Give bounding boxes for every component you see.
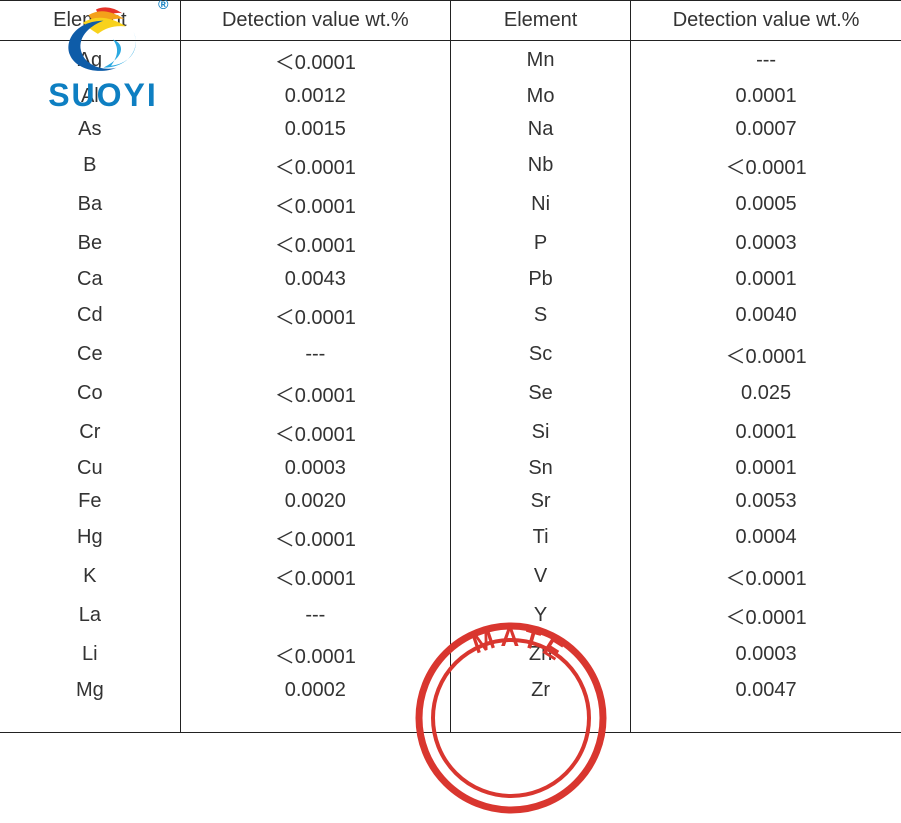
element-cell: Zr [450,674,630,733]
table-row: Li＜0.0001Zn0.0003 [0,635,901,674]
value-cell: ＜0.0001 [180,146,450,185]
detection-table: Element Detection value wt.% Element Det… [0,0,901,733]
element-cell: Sc [450,335,630,374]
value-cell: 0.0047 [631,674,901,733]
element-cell: Ni [450,185,630,224]
value-cell: ＜0.0001 [180,41,450,81]
header-value-2: Detection value wt.% [631,1,901,41]
element-cell: Cu [0,452,180,485]
table-row: La---Y＜0.0001 [0,596,901,635]
value-cell: 0.0015 [180,113,450,146]
element-cell: La [0,596,180,635]
element-cell: As [0,113,180,146]
element-cell: V [450,557,630,596]
table-row: Fe0.0020Sr0.0053 [0,485,901,518]
element-cell: Ca [0,263,180,296]
element-cell: Zn [450,635,630,674]
value-cell: --- [180,335,450,374]
value-cell: 0.0003 [631,224,901,263]
value-cell: ＜0.0001 [631,596,901,635]
element-cell: Nb [450,146,630,185]
value-cell: ＜0.0001 [631,146,901,185]
table-row: Al0.0012Mo0.0001 [0,80,901,113]
element-cell: Cd [0,296,180,335]
table-row: Hg＜0.0001Ti0.0004 [0,518,901,557]
element-cell: P [450,224,630,263]
element-cell: Mg [0,674,180,733]
value-cell: 0.0003 [631,635,901,674]
value-cell: 0.0012 [180,80,450,113]
value-cell: 0.0001 [631,413,901,452]
element-cell: Ba [0,185,180,224]
element-cell: Na [450,113,630,146]
element-cell: Ce [0,335,180,374]
value-cell: ＜0.0001 [180,557,450,596]
value-cell: 0.0020 [180,485,450,518]
element-cell: B [0,146,180,185]
value-cell: ＜0.0001 [180,185,450,224]
value-cell: ＜0.0001 [180,413,450,452]
element-cell: Sn [450,452,630,485]
value-cell: 0.0003 [180,452,450,485]
table-row: Ag＜0.0001Mn--- [0,41,901,81]
table-row: Ba＜0.0001Ni0.0005 [0,185,901,224]
value-cell: ＜0.0001 [180,374,450,413]
element-cell: K [0,557,180,596]
element-cell: Al [0,80,180,113]
value-cell: 0.0004 [631,518,901,557]
value-cell: 0.0043 [180,263,450,296]
element-cell: Sr [450,485,630,518]
value-cell: 0.0001 [631,452,901,485]
element-cell: Be [0,224,180,263]
table-row: Mg0.0002Zr0.0047 [0,674,901,733]
value-cell: --- [180,596,450,635]
value-cell: ＜0.0001 [180,296,450,335]
table-row: Ca0.0043Pb0.0001 [0,263,901,296]
header-element-1: Element [0,1,180,41]
element-cell: Li [0,635,180,674]
table-row: Cu0.0003Sn0.0001 [0,452,901,485]
element-cell: S [450,296,630,335]
table-row: As0.0015Na0.0007 [0,113,901,146]
table-header-row: Element Detection value wt.% Element Det… [0,1,901,41]
header-element-2: Element [450,1,630,41]
element-cell: Si [450,413,630,452]
value-cell: 0.0005 [631,185,901,224]
table-row: Be＜0.0001P0.0003 [0,224,901,263]
header-value-1: Detection value wt.% [180,1,450,41]
table-row: Cd＜0.0001S0.0040 [0,296,901,335]
value-cell: 0.0040 [631,296,901,335]
element-cell: Cr [0,413,180,452]
value-cell: ＜0.0001 [180,635,450,674]
value-cell: ＜0.0001 [631,557,901,596]
element-cell: Se [450,374,630,413]
detection-table-container: ® SUOYI Element Detection value wt.% Ele… [0,0,901,733]
table-row: B＜0.0001Nb＜0.0001 [0,146,901,185]
element-cell: Ag [0,41,180,81]
value-cell: 0.0001 [631,80,901,113]
value-cell: --- [631,41,901,81]
table-row: Cr＜0.0001Si0.0001 [0,413,901,452]
value-cell: 0.0001 [631,263,901,296]
value-cell: 0.025 [631,374,901,413]
value-cell: ＜0.0001 [180,518,450,557]
element-cell: Co [0,374,180,413]
table-row: K＜0.0001V＜0.0001 [0,557,901,596]
value-cell: 0.0007 [631,113,901,146]
element-cell: Hg [0,518,180,557]
value-cell: 0.0002 [180,674,450,733]
table-row: Ce---Sc＜0.0001 [0,335,901,374]
element-cell: Y [450,596,630,635]
value-cell: ＜0.0001 [631,335,901,374]
table-row: Co＜0.0001Se0.025 [0,374,901,413]
element-cell: Mo [450,80,630,113]
element-cell: Fe [0,485,180,518]
value-cell: ＜0.0001 [180,224,450,263]
element-cell: Pb [450,263,630,296]
value-cell: 0.0053 [631,485,901,518]
element-cell: Mn [450,41,630,81]
element-cell: Ti [450,518,630,557]
